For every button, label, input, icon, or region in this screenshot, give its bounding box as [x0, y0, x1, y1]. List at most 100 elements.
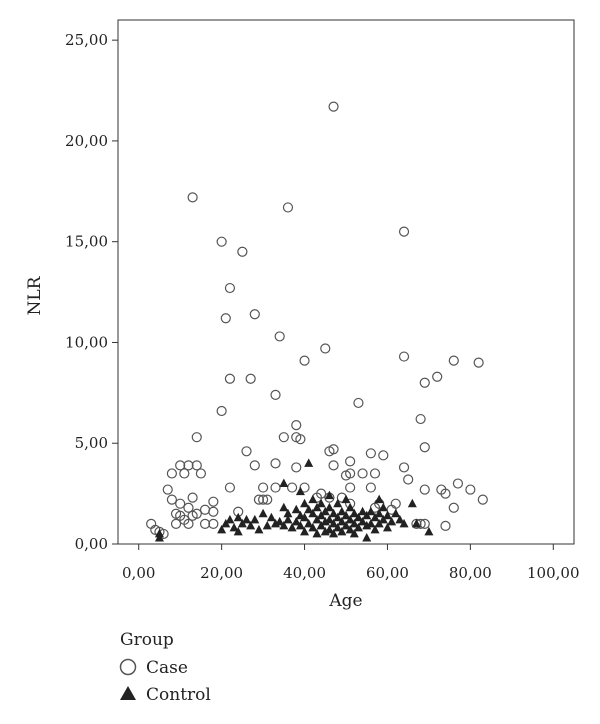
- control-point: [424, 526, 434, 536]
- control-point: [333, 498, 343, 508]
- x-tick-label: 0,00: [122, 564, 155, 582]
- case-point: [419, 442, 430, 453]
- control-point: [242, 514, 252, 524]
- y-tick-label: 20,00: [65, 132, 108, 150]
- case-point: [448, 502, 459, 513]
- case-point: [199, 504, 211, 515]
- case-point: [295, 434, 306, 445]
- control-point: [254, 524, 264, 534]
- case-point: [465, 484, 476, 495]
- control-point: [300, 498, 310, 508]
- x-tick-label: 100,00: [527, 564, 580, 582]
- control-point: [291, 504, 301, 514]
- control-point: [324, 524, 334, 534]
- control-point: [225, 514, 235, 524]
- case-point: [224, 282, 236, 294]
- control-point: [378, 502, 388, 512]
- case-point: [195, 468, 207, 479]
- control-point: [341, 494, 351, 504]
- case-point: [179, 468, 190, 479]
- control-series: [154, 458, 434, 542]
- case-point: [253, 494, 265, 505]
- control-point: [217, 524, 227, 534]
- case-point: [191, 460, 202, 471]
- control-point: [304, 518, 314, 528]
- legend-control-marker: [120, 686, 136, 700]
- case-point: [415, 413, 426, 425]
- control-point: [407, 498, 417, 508]
- control-point: [341, 520, 351, 530]
- case-point: [270, 482, 281, 493]
- y-axis-ticks: 0,00 5,00 10,00 15,00 20,00 25,00: [65, 31, 118, 553]
- case-point: [378, 450, 389, 461]
- case-point: [262, 494, 273, 505]
- case-point: [208, 496, 219, 507]
- control-point: [266, 512, 276, 522]
- case-point: [316, 488, 327, 499]
- x-tick-label: 40,00: [283, 564, 326, 582]
- x-tick-label: 80,00: [449, 564, 492, 582]
- case-point: [398, 462, 410, 473]
- x-tick-label: 60,00: [366, 564, 409, 582]
- case-point: [291, 419, 302, 431]
- case-point: [357, 468, 368, 479]
- control-point: [258, 508, 268, 518]
- case-point: [328, 444, 339, 455]
- case-point: [473, 357, 484, 368]
- control-point: [304, 504, 314, 514]
- case-point: [170, 518, 182, 529]
- case-point: [270, 458, 281, 469]
- case-point: [353, 397, 364, 409]
- control-point: [345, 502, 355, 512]
- plot-frame: [117, 19, 575, 545]
- case-point: [365, 482, 376, 493]
- case-point: [320, 343, 331, 354]
- case-point: [191, 508, 202, 519]
- case-series: [146, 101, 488, 540]
- case-point: [452, 478, 464, 489]
- case-point: [199, 518, 211, 529]
- case-point: [183, 502, 194, 513]
- case-point: [162, 484, 173, 495]
- case-point: [257, 494, 269, 505]
- control-point: [279, 520, 289, 530]
- case-point: [282, 202, 294, 213]
- y-tick-label: 5,00: [75, 434, 108, 452]
- control-point: [366, 506, 376, 516]
- case-point: [249, 460, 260, 471]
- x-axis-ticks: 0,00 20,00 40,00 60,00 80,00 100,00: [122, 544, 580, 582]
- control-point: [329, 518, 339, 528]
- control-point: [366, 518, 376, 528]
- legend-title: Group: [120, 630, 174, 650]
- case-point: [291, 462, 302, 473]
- case-point: [187, 492, 198, 503]
- case-point: [191, 432, 202, 443]
- case-point: [419, 377, 430, 388]
- control-point: [353, 512, 363, 522]
- control-point: [374, 494, 384, 504]
- case-point: [175, 460, 186, 471]
- control-point: [337, 506, 347, 516]
- control-point: [395, 514, 405, 524]
- x-tick-label: 20,00: [200, 564, 243, 582]
- control-point: [287, 522, 297, 532]
- case-point: [183, 460, 194, 471]
- control-point: [316, 498, 326, 508]
- control-point: [387, 516, 397, 526]
- control-point: [295, 520, 305, 530]
- control-point: [391, 508, 401, 518]
- case-point: [328, 460, 339, 471]
- y-tick-label: 15,00: [65, 233, 108, 251]
- case-point: [432, 371, 443, 382]
- control-point: [283, 514, 293, 524]
- control-point: [333, 522, 343, 532]
- control-point: [349, 518, 359, 528]
- control-point: [233, 526, 243, 536]
- case-point: [390, 498, 401, 509]
- case-point: [257, 482, 269, 493]
- case-point: [287, 482, 298, 493]
- control-point: [399, 518, 409, 528]
- control-point: [345, 514, 355, 524]
- control-point: [337, 526, 347, 536]
- y-tick-label: 10,00: [65, 333, 108, 351]
